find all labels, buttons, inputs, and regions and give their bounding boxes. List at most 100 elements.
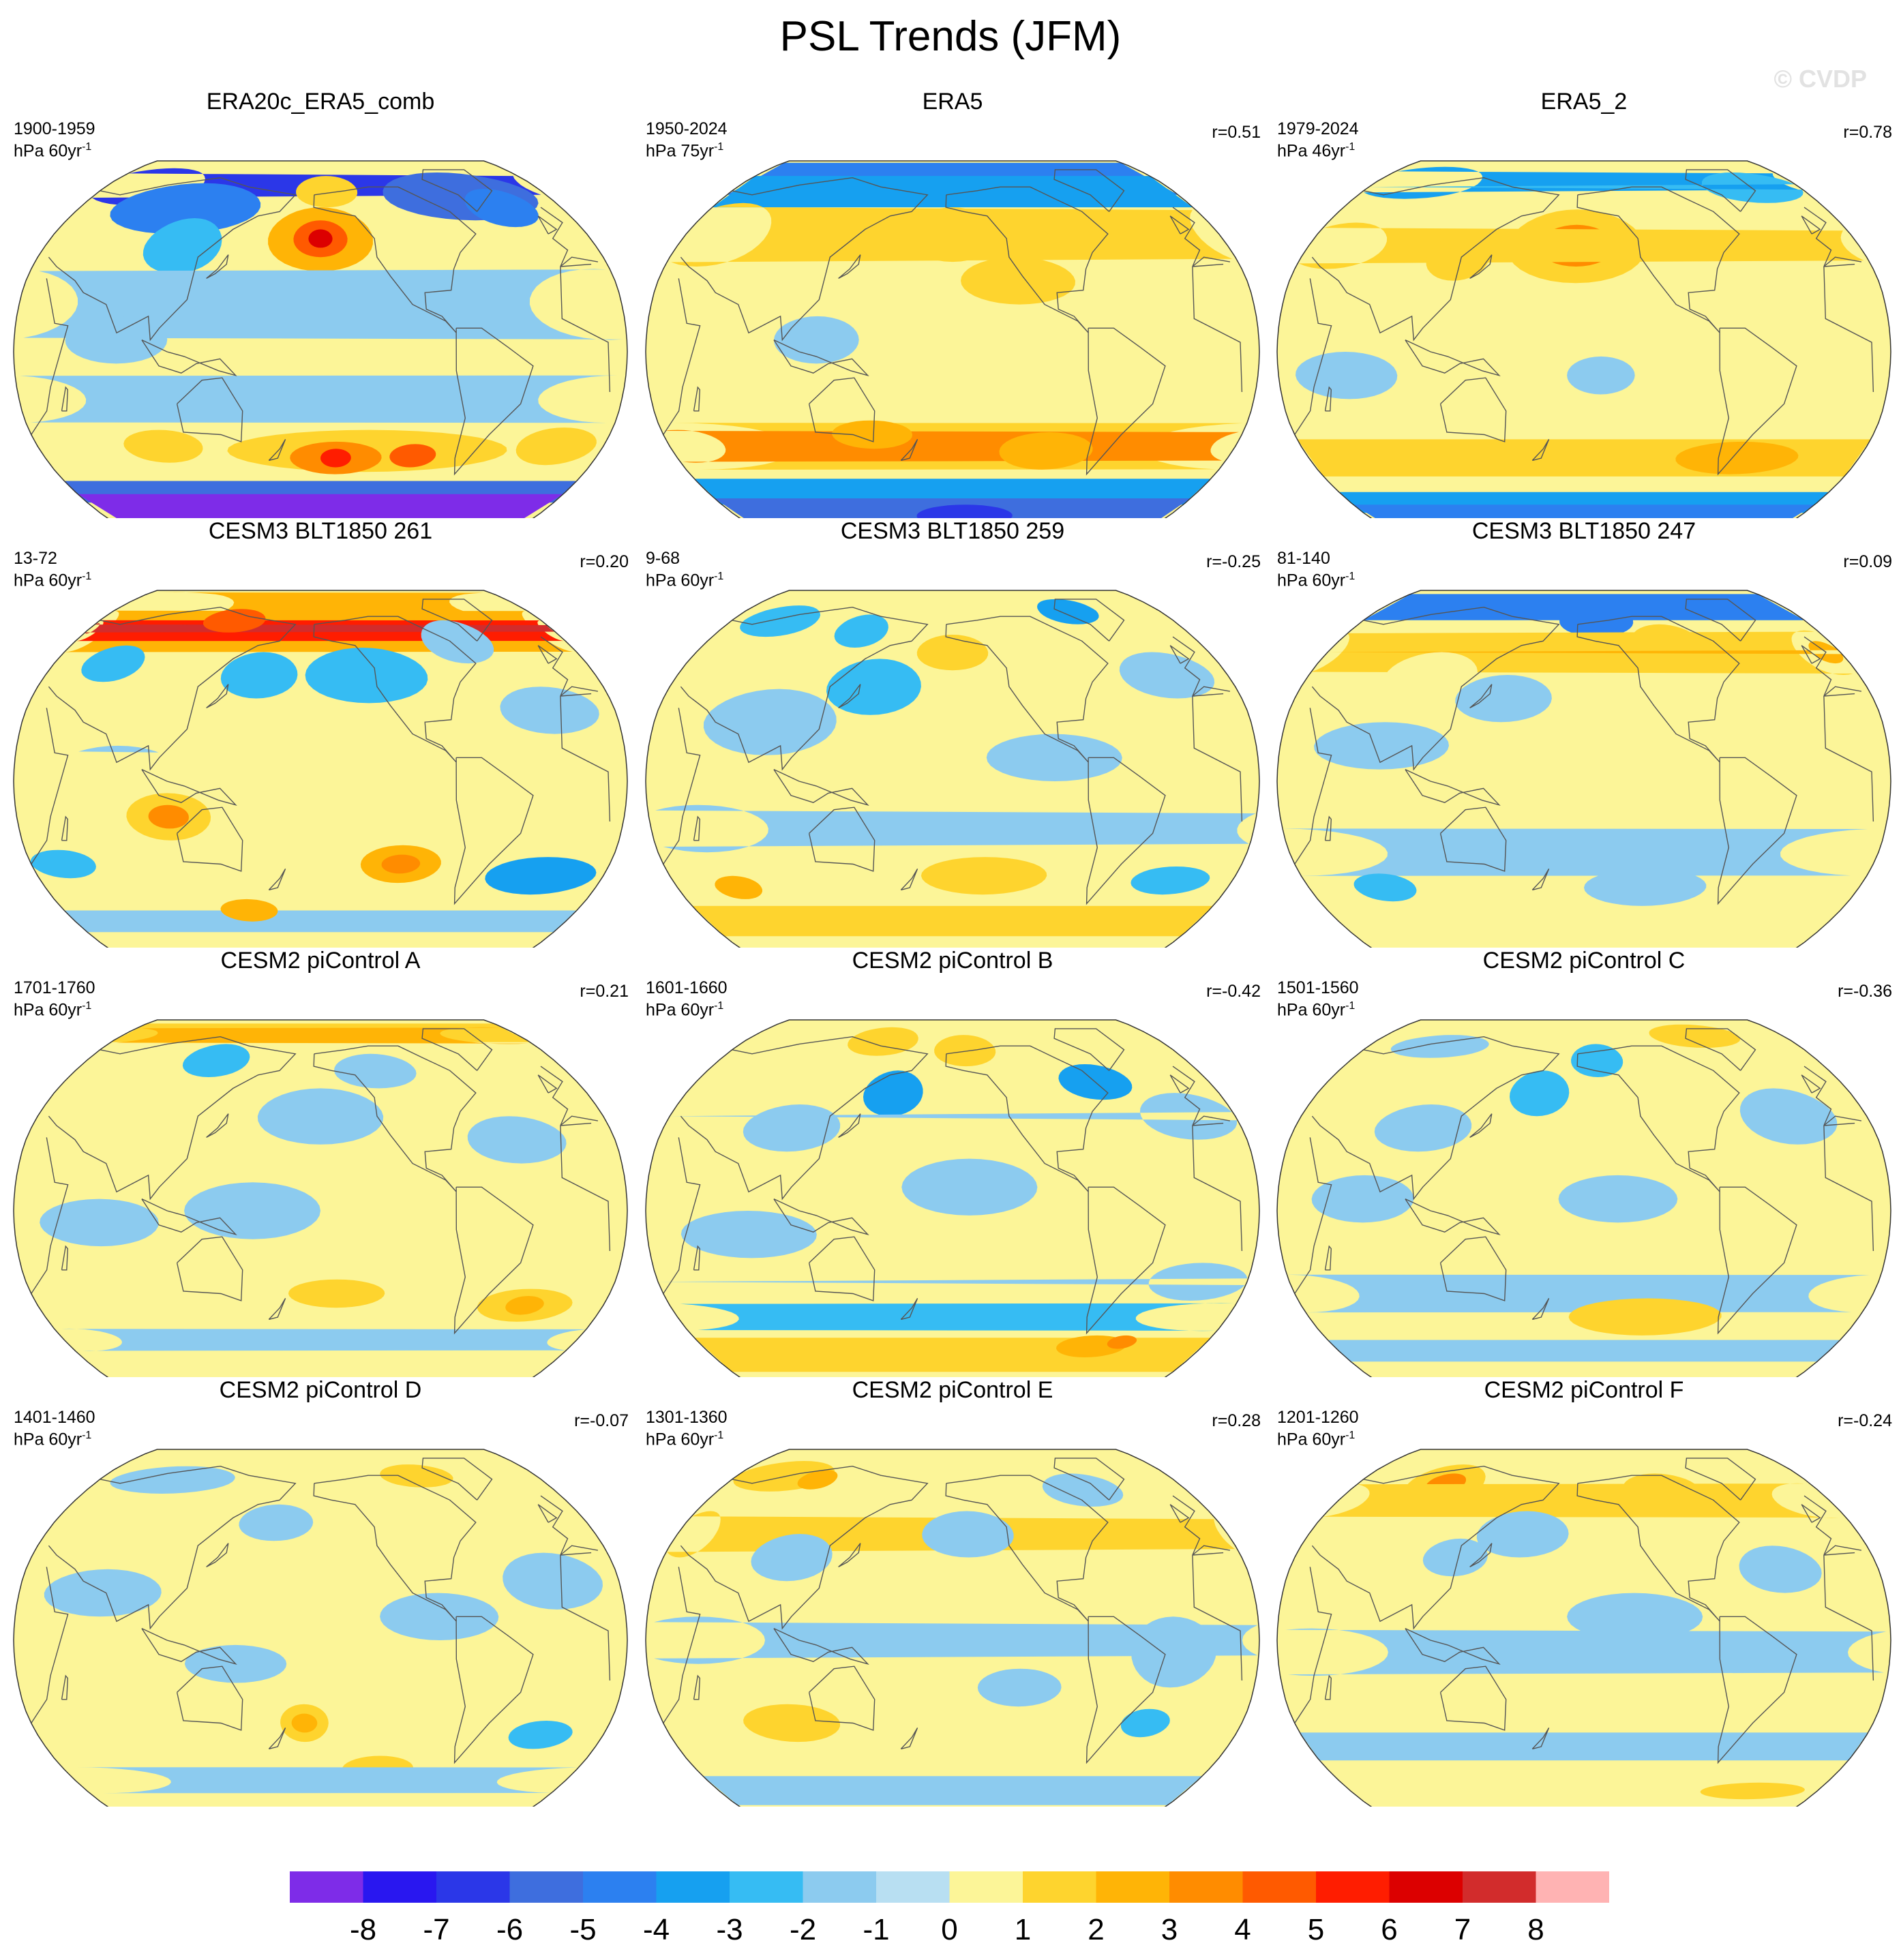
contour-region bbox=[703, 689, 837, 755]
map-outline bbox=[645, 590, 1260, 948]
coastline bbox=[1801, 215, 1821, 235]
coastline bbox=[1405, 339, 1501, 377]
contour-region bbox=[20, 375, 618, 423]
colorbar-label: 4 bbox=[1234, 1913, 1251, 1946]
contour-region bbox=[257, 1088, 384, 1145]
contour-region bbox=[30, 849, 96, 879]
contour-region bbox=[663, 429, 1239, 463]
contour-region bbox=[1383, 652, 1478, 699]
contour-region bbox=[23, 269, 623, 340]
coastline bbox=[1086, 1186, 1166, 1335]
coastline bbox=[61, 815, 69, 841]
contour-region bbox=[694, 479, 1211, 505]
contour-region bbox=[773, 316, 859, 364]
contour-region bbox=[743, 1704, 840, 1743]
coastline bbox=[313, 186, 477, 333]
panel-units: hPa 60yr-1 bbox=[14, 141, 92, 161]
contour-region bbox=[1476, 1511, 1569, 1558]
coastline bbox=[421, 1028, 493, 1071]
coastline bbox=[693, 1245, 701, 1271]
coastline bbox=[313, 616, 477, 763]
map-panel: ERA5 1950-2024 hPa 75yr-1 r=0.51 bbox=[642, 89, 1263, 518]
contour-region bbox=[1649, 1024, 1741, 1048]
coastline bbox=[1311, 177, 1862, 342]
coastline bbox=[808, 1665, 875, 1731]
panel-period: 9-68 bbox=[646, 549, 680, 568]
coastline bbox=[945, 1045, 1109, 1192]
contour-region bbox=[1700, 1782, 1805, 1800]
coastline bbox=[453, 1616, 534, 1764]
colorbar-box bbox=[1242, 1871, 1316, 1903]
contour-region bbox=[1426, 234, 1491, 281]
colorbar-box bbox=[876, 1871, 950, 1903]
contour-region bbox=[421, 620, 494, 664]
contour-region bbox=[922, 1511, 1014, 1558]
coastline bbox=[268, 1728, 286, 1750]
panel-period: 1601-1660 bbox=[646, 978, 728, 997]
coastline bbox=[1469, 1113, 1493, 1139]
colorbar-box bbox=[1023, 1871, 1096, 1903]
contour-region bbox=[703, 1776, 1202, 1805]
panel-units: hPa 60yr-1 bbox=[1277, 571, 1356, 590]
coastline bbox=[1405, 1198, 1501, 1236]
coastline bbox=[1717, 1616, 1797, 1764]
contour-region bbox=[1353, 504, 1815, 518]
contour-region bbox=[658, 1263, 1248, 1301]
colorbar-label: 5 bbox=[1308, 1913, 1324, 1946]
coastline bbox=[176, 1665, 243, 1731]
map-svg bbox=[13, 1019, 628, 1377]
map-panel: ERA5_2 1979-2024 hPa 46yr-1 r=0.78 bbox=[1273, 89, 1895, 518]
map-panel: CESM2 piControl E 1301-1360 hPa 60yr-1 r=0.… bbox=[642, 1377, 1263, 1807]
coastline bbox=[1469, 1543, 1493, 1568]
coastline bbox=[1311, 1465, 1862, 1630]
coastline bbox=[663, 1552, 1243, 1723]
panel-period: 1979-2024 bbox=[1277, 119, 1359, 138]
map-background bbox=[14, 1020, 627, 1377]
map-panel: CESM2 piControl C 1501-1560 hPa 60yr-1 r=-0… bbox=[1273, 948, 1895, 1377]
coastline bbox=[1469, 254, 1493, 280]
coastline bbox=[1324, 386, 1332, 412]
contour-region bbox=[239, 1504, 314, 1541]
contour-region bbox=[654, 1616, 1258, 1664]
panel-period: 81-140 bbox=[1277, 549, 1330, 568]
panel-units: hPa 46yr-1 bbox=[1277, 141, 1356, 161]
contour-region bbox=[1037, 599, 1099, 624]
contour-region bbox=[380, 1464, 453, 1488]
coastline bbox=[680, 606, 1231, 771]
map-panel: CESM3 BLT1850 247 81-140 hPa 60yr-1 r=0.09 bbox=[1273, 518, 1895, 948]
coastline bbox=[31, 1122, 611, 1294]
coastline bbox=[773, 1198, 869, 1236]
coastline bbox=[680, 1036, 1231, 1201]
coastline bbox=[141, 339, 237, 377]
coastline bbox=[900, 1298, 918, 1321]
map-background bbox=[14, 1449, 627, 1807]
colorbar-box bbox=[436, 1871, 510, 1903]
contour-region bbox=[1328, 1340, 1840, 1362]
coastline bbox=[31, 693, 611, 864]
colorbar-label: 6 bbox=[1381, 1913, 1397, 1946]
panel-title: CESM2 piControl B bbox=[852, 948, 1053, 974]
contour-region bbox=[110, 183, 261, 235]
contour-region bbox=[296, 176, 358, 208]
coastline bbox=[1439, 1665, 1507, 1731]
coastline bbox=[421, 169, 493, 212]
colorbar-box bbox=[583, 1871, 657, 1903]
contour-region bbox=[1300, 1732, 1868, 1761]
colorbar-label: 0 bbox=[941, 1913, 957, 1946]
colorbar-label: 3 bbox=[1161, 1913, 1178, 1946]
coastline bbox=[141, 768, 237, 806]
coastline bbox=[48, 177, 599, 342]
contour-region bbox=[1285, 1628, 1887, 1676]
coastline bbox=[838, 1113, 861, 1139]
contour-region bbox=[64, 910, 577, 933]
panel-title: CESM2 piControl D bbox=[219, 1377, 422, 1403]
coastline bbox=[1324, 1674, 1332, 1700]
contour-region bbox=[671, 202, 1233, 267]
coastline bbox=[206, 684, 229, 709]
contour-region bbox=[291, 1713, 318, 1733]
colorbar-label: -7 bbox=[423, 1913, 449, 1946]
contour-region bbox=[1131, 1616, 1216, 1688]
coastline bbox=[206, 1113, 229, 1139]
panel-units: hPa 60yr-1 bbox=[646, 1000, 724, 1020]
contour-region bbox=[1374, 1104, 1472, 1152]
